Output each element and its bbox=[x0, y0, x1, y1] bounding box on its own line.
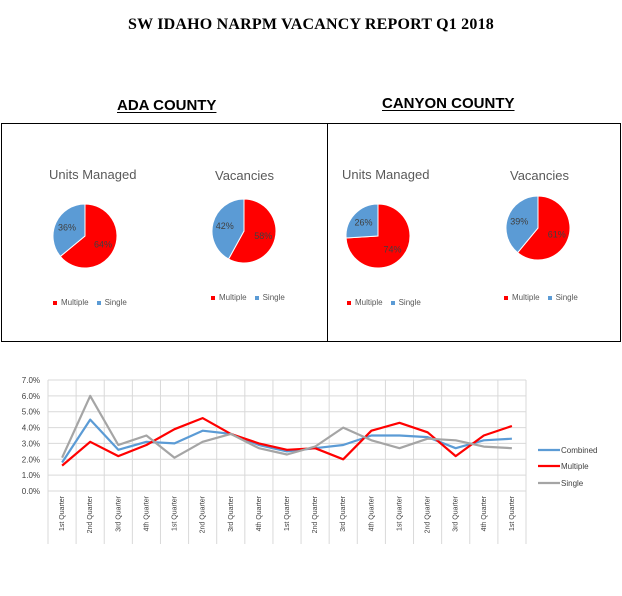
legend-item-single: Single bbox=[254, 293, 285, 302]
ada-units-legend: Multiple Single bbox=[53, 298, 135, 307]
x-tick-label: 2nd Quarter bbox=[425, 495, 432, 533]
report-title: SW IDAHO NARPM VACANCY REPORT Q1 2018 bbox=[128, 16, 494, 33]
pie-slice-single bbox=[52, 203, 86, 258]
x-tick-label: 3rd Quarter bbox=[228, 495, 235, 531]
ada-county-panel: Units Managed 64% 36% Multiple Single Va… bbox=[1, 123, 328, 342]
x-tick-label: 4th Quarter bbox=[481, 495, 488, 531]
ada-units-managed-pie: 64% 36% bbox=[52, 203, 118, 269]
ada-units-managed-title: Units Managed bbox=[49, 167, 137, 182]
x-tick-label: 2nd Quarter bbox=[312, 495, 319, 533]
pie-label-single: 42% bbox=[216, 221, 234, 231]
pie-label-single: 36% bbox=[58, 223, 76, 233]
legend-label-combined: Combined bbox=[561, 446, 597, 455]
canyon-vacancies-pie: 61% 39% bbox=[505, 195, 571, 261]
canyon-units-legend: Multiple Single bbox=[347, 298, 429, 307]
legend-swatch bbox=[96, 300, 101, 305]
legend-label: Multiple bbox=[355, 298, 383, 307]
legend-label: Single bbox=[262, 293, 285, 302]
ada-vacancies-legend: Multiple Single bbox=[211, 293, 293, 302]
y-tick-label: 3.0% bbox=[22, 439, 40, 448]
x-tick-label: 3rd Quarter bbox=[453, 495, 460, 531]
x-tick-label: 2nd Quarter bbox=[200, 495, 207, 533]
x-tick-label: 1st Quarter bbox=[396, 495, 403, 531]
legend-item-single: Single bbox=[547, 293, 578, 302]
ada-vacancies-pie: 58% 42% bbox=[211, 198, 277, 264]
pie-label-multiple: 64% bbox=[94, 239, 112, 249]
legend-item-single: Single bbox=[390, 298, 421, 307]
vacancy-trend-line-chart: 0.0% 1.0% 2.0% 3.0% 4.0% 5.0% 6.0% 7.0% 1st Quar… bbox=[22, 376, 597, 544]
pie-slice-single bbox=[345, 203, 379, 239]
x-tick-label: 1st Quarter bbox=[172, 495, 179, 531]
legend-swatch bbox=[390, 300, 395, 305]
y-tick-label: 0.0% bbox=[22, 487, 40, 496]
canyon-vacancies-title: Vacancies bbox=[510, 168, 570, 183]
x-tick-label: 1st Quarter bbox=[509, 495, 516, 531]
pie-slice-multiple bbox=[227, 198, 277, 264]
pie-label-multiple: 74% bbox=[383, 245, 401, 255]
legend-item-multiple: Multiple bbox=[504, 293, 540, 302]
pie-label-single: 26% bbox=[354, 217, 372, 227]
legend-item-single: Single bbox=[96, 298, 127, 307]
legend-swatch bbox=[347, 300, 351, 305]
pie-slice-single bbox=[211, 198, 245, 260]
legend-label: Multiple bbox=[512, 293, 540, 302]
series-line-single bbox=[61, 394, 512, 459]
pie-slice-single bbox=[505, 195, 539, 254]
x-tick-label: 4th Quarter bbox=[143, 495, 150, 531]
legend-swatch bbox=[53, 300, 57, 305]
y-tick-label: 7.0% bbox=[22, 376, 40, 385]
y-tick-label: 6.0% bbox=[22, 392, 40, 401]
x-tick-label: 1st Quarter bbox=[284, 495, 291, 531]
x-tick-label: 4th Quarter bbox=[368, 495, 375, 531]
canyon-county-title: CANYON COUNTY bbox=[382, 95, 515, 112]
pie-slice-multiple bbox=[516, 195, 571, 261]
canyon-units-managed-pie: 74% 26% bbox=[345, 203, 411, 269]
x-tick-label: 4th Quarter bbox=[256, 495, 263, 531]
legend-label-multiple: Multiple bbox=[561, 462, 589, 471]
pie-slice-multiple bbox=[59, 203, 118, 269]
legend-label: Multiple bbox=[61, 298, 89, 307]
x-tick-label: 2nd Quarter bbox=[87, 495, 94, 533]
legend-label-single: Single bbox=[561, 479, 584, 488]
legend-swatch bbox=[211, 295, 215, 300]
legend-label: Multiple bbox=[219, 293, 247, 302]
legend-item-multiple: Multiple bbox=[347, 298, 383, 307]
x-tick-label: 3rd Quarter bbox=[115, 495, 122, 531]
legend-item-multiple: Multiple bbox=[211, 293, 247, 302]
y-tick-label: 2.0% bbox=[22, 455, 40, 464]
y-tick-label: 4.0% bbox=[22, 424, 40, 433]
pie-label-single: 39% bbox=[510, 216, 528, 226]
ada-county-title: ADA COUNTY bbox=[117, 97, 217, 114]
canyon-vacancies-legend: Multiple Single bbox=[504, 293, 586, 302]
y-tick-label: 1.0% bbox=[22, 471, 40, 480]
legend-item-multiple: Multiple bbox=[53, 298, 89, 307]
x-tick-label: 3rd Quarter bbox=[340, 495, 347, 531]
pie-label-multiple: 61% bbox=[548, 230, 566, 240]
x-tick-label: 1st Quarter bbox=[59, 495, 66, 531]
canyon-units-managed-title: Units Managed bbox=[342, 167, 430, 182]
legend-label: Single bbox=[555, 293, 578, 302]
legend-label: Single bbox=[104, 298, 127, 307]
legend-label: Single bbox=[398, 298, 421, 307]
y-tick-label: 5.0% bbox=[22, 408, 40, 417]
legend-swatch bbox=[254, 295, 259, 300]
legend-swatch bbox=[504, 295, 508, 300]
pie-label-multiple: 58% bbox=[254, 231, 272, 241]
ada-vacancies-title: Vacancies bbox=[215, 168, 275, 183]
canyon-county-panel: Units Managed 74% 26% Multiple Single Va… bbox=[327, 123, 621, 342]
legend-swatch bbox=[547, 295, 552, 300]
